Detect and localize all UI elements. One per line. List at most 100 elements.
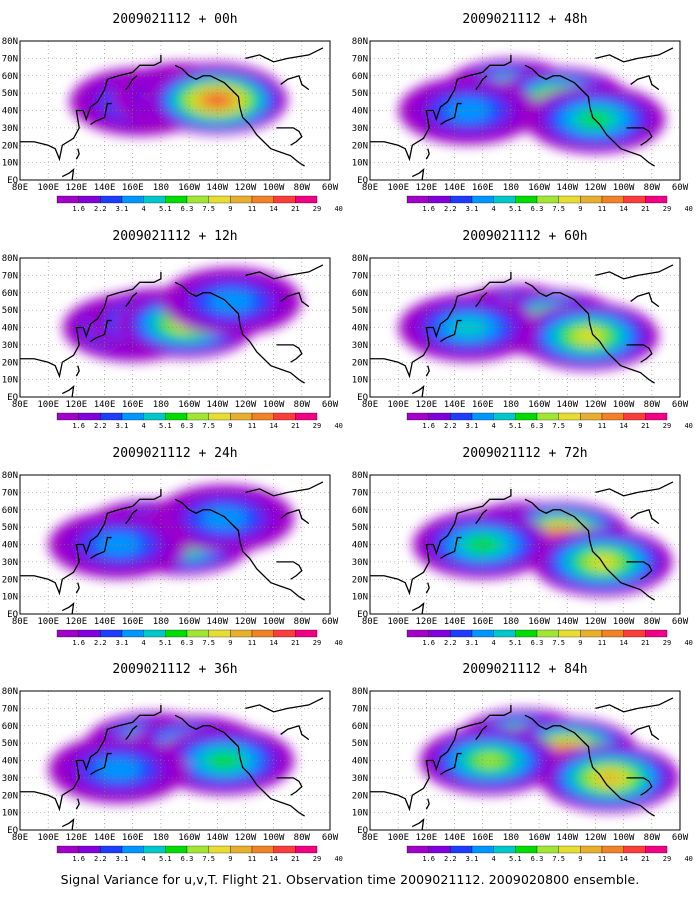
colorbar-swatch xyxy=(78,845,101,854)
y-tick-label: 30N xyxy=(2,774,18,784)
colorbar-swatch xyxy=(295,629,318,638)
colorbar-label: 40 xyxy=(684,205,692,213)
coastlines xyxy=(20,47,324,180)
colorbar-swatch xyxy=(56,195,79,204)
colorbar-swatch xyxy=(558,629,581,638)
colorbar-label: 4 xyxy=(492,422,496,430)
colorbar-swatch xyxy=(515,195,538,204)
colorbar-label: 6.3 xyxy=(181,422,194,430)
colorbar-swatch xyxy=(78,195,101,204)
coastlines xyxy=(20,697,324,830)
variance-blob xyxy=(475,753,504,768)
colorbar-label: 6.3 xyxy=(531,422,544,430)
colorbar-swatch xyxy=(493,412,516,421)
x-tick-label: 120W xyxy=(585,833,607,843)
colorbar-label: 9 xyxy=(578,855,582,863)
x-tick-label: 80W xyxy=(294,400,311,410)
colorbar-label: 21 xyxy=(291,205,299,213)
coastline xyxy=(174,281,305,384)
y-tick-label: 20N xyxy=(2,575,18,585)
y-tick-label: 50N xyxy=(2,523,18,533)
y-tick-label: 50N xyxy=(352,739,368,749)
colorbar-swatch xyxy=(186,195,209,204)
y-tick-label: 20N xyxy=(2,358,18,368)
y-tick-label: 10N xyxy=(2,809,18,819)
x-tick-label: 120E xyxy=(416,617,438,627)
y-tick-label: 40N xyxy=(352,757,368,767)
coastline xyxy=(61,168,75,180)
x-tick-label: 180 xyxy=(503,400,519,410)
x-tick-label: 100W xyxy=(263,617,285,627)
colorbar-label: 9 xyxy=(228,855,232,863)
x-tick-label: 80E xyxy=(362,183,378,193)
colorbar-label: 14 xyxy=(269,422,277,430)
x-tick-label: 120E xyxy=(416,400,438,410)
y-tick-label: 60N xyxy=(352,722,368,732)
colorbar-label: 7.5 xyxy=(552,855,565,863)
colorbar-swatch xyxy=(493,195,516,204)
coastline xyxy=(524,714,655,817)
colorbar-label: 3.1 xyxy=(466,205,479,213)
map-frame xyxy=(19,40,331,181)
y-tick-label: 40N xyxy=(352,107,368,117)
x-tick-label: 140E xyxy=(94,833,116,843)
coastline xyxy=(75,365,80,377)
coastline xyxy=(595,697,674,713)
x-tick-label: 160W xyxy=(178,833,200,843)
colorbar-swatch xyxy=(536,412,559,421)
colorbar-label: 21 xyxy=(641,855,649,863)
colorbar-label: 11 xyxy=(598,855,606,863)
x-tick-label: 120W xyxy=(585,400,607,410)
colorbar-label: 1.6 xyxy=(422,855,435,863)
x-tick-label: 80W xyxy=(294,617,311,627)
x-tick-label: 140W xyxy=(206,400,228,410)
colorbar-label: 5.1 xyxy=(159,855,172,863)
variance-blob xyxy=(95,757,142,781)
colorbar-swatch xyxy=(645,412,668,421)
colorbar-swatch xyxy=(623,412,646,421)
coastline xyxy=(440,752,462,775)
variance-blob xyxy=(576,330,601,343)
y-tick-label: EQ xyxy=(357,393,368,403)
colorbar-swatch xyxy=(100,412,123,421)
coastline xyxy=(630,74,660,91)
x-tick-label: 140W xyxy=(206,617,228,627)
colorbar-swatch xyxy=(121,629,144,638)
colorbar-swatch xyxy=(471,412,494,421)
colorbar-label: 1.6 xyxy=(72,639,85,647)
y-tick-label: 30N xyxy=(352,124,368,134)
y-tick-label: EQ xyxy=(7,393,18,403)
colorbar-swatch xyxy=(536,629,559,638)
colorbar-swatch xyxy=(580,195,603,204)
colorbar-swatch xyxy=(558,412,581,421)
map-panel: 2009021112 + 36h 80E 100E 120E 140E 160E 180 16… xyxy=(2,662,343,863)
colorbar-swatch xyxy=(165,195,188,204)
colorbar-swatch xyxy=(56,412,79,421)
coastline xyxy=(475,509,488,525)
x-tick-label: 140E xyxy=(94,400,116,410)
x-tick-label: 100E xyxy=(37,617,59,627)
coastline xyxy=(425,582,430,594)
y-tick-label: 30N xyxy=(2,558,18,568)
map-frame xyxy=(369,40,681,181)
x-tick-label: 120W xyxy=(235,183,257,193)
x-tick-label: 140E xyxy=(444,617,466,627)
y-tick-label: 70N xyxy=(352,271,368,281)
y-tick-label: 80N xyxy=(2,471,18,481)
coastline xyxy=(440,536,462,559)
y-tick-label: 30N xyxy=(352,558,368,568)
colorbar-swatch xyxy=(208,412,231,421)
y-tick-label: EQ xyxy=(7,826,18,836)
coastline xyxy=(125,725,138,741)
x-tick-label: 160W xyxy=(528,617,550,627)
coastline xyxy=(245,481,324,497)
x-tick-label: 80E xyxy=(362,833,378,843)
y-tick-label: 20N xyxy=(352,791,368,801)
colorbar-label: 5.1 xyxy=(509,422,522,430)
colorbar-swatch xyxy=(536,195,559,204)
colorbar-swatch xyxy=(165,412,188,421)
coastline xyxy=(411,602,425,614)
coastline xyxy=(475,292,488,308)
colorbar-label: 5.1 xyxy=(159,639,172,647)
colorbar-label: 14 xyxy=(269,639,277,647)
